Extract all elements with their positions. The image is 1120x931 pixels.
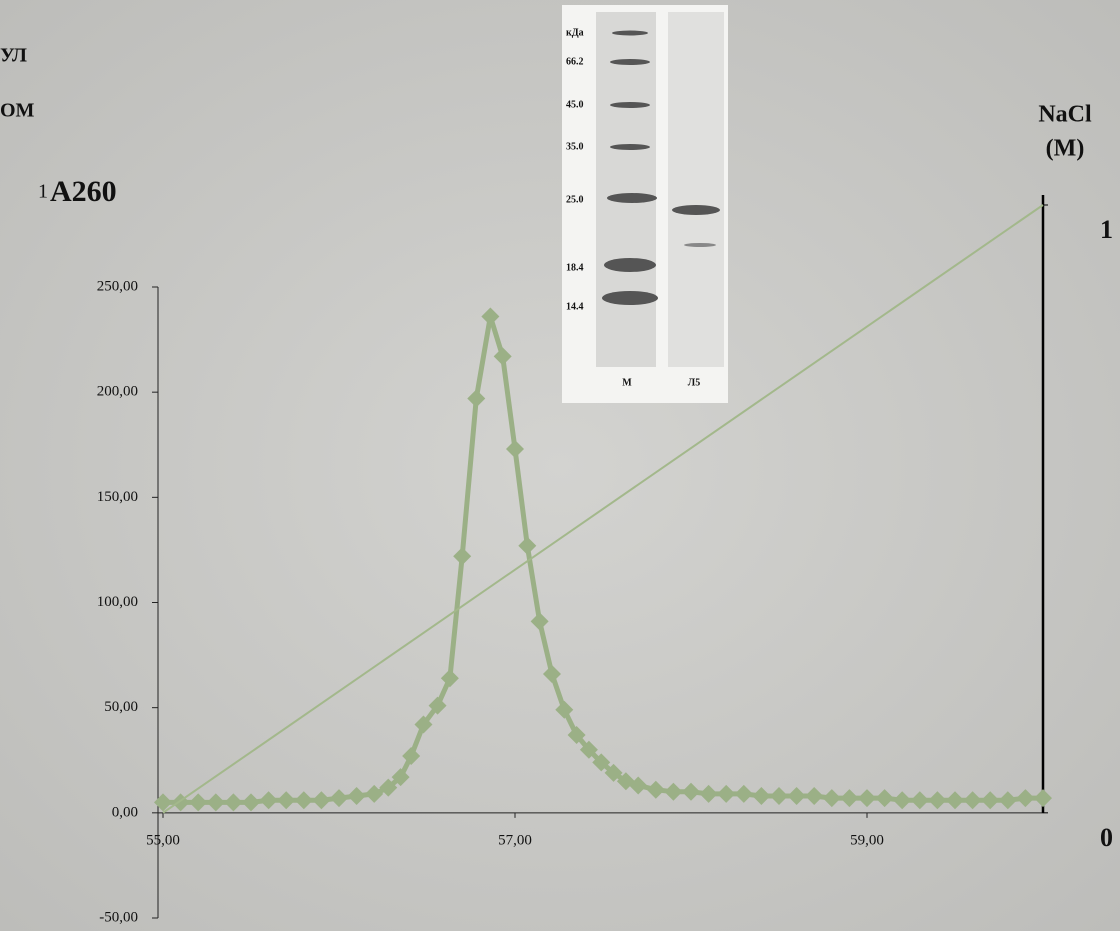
- y-axis-label: A260: [50, 175, 117, 208]
- gel-label: 18.4: [566, 262, 584, 273]
- gel-lane-label: М: [622, 377, 632, 388]
- annotation: 1: [38, 181, 48, 203]
- gel-lane: [596, 12, 656, 367]
- y2-tick-label: 0: [1100, 823, 1113, 852]
- gel-label: 35.0: [566, 141, 584, 152]
- x-tick-label: 59,00: [850, 832, 884, 848]
- annotation: УЛ: [0, 45, 27, 67]
- y2-axis-label: (M): [1046, 136, 1085, 162]
- gel-label: кДа: [566, 27, 584, 38]
- y2-axis-label: NaCl: [1038, 102, 1092, 128]
- y-tick-label: 200,00: [97, 384, 138, 400]
- x-tick-label: 55,00: [146, 832, 180, 848]
- gel-label: 45.0: [566, 99, 584, 110]
- gel-label: 66.2: [566, 56, 584, 67]
- gel-lane-label: Л5: [688, 377, 700, 388]
- y-tick-label: -50,00: [99, 909, 138, 925]
- y-tick-label: 50,00: [104, 699, 138, 715]
- chart: УЛ ОМ 1 A260 NaCl (M) кДа 66.2 45.0 35.0 25.…: [0, 0, 1120, 931]
- x-tick-label: 57,00: [498, 832, 532, 848]
- gel-lane: [668, 12, 724, 367]
- gel-image: [562, 5, 728, 403]
- gel-label: 14.4: [566, 301, 584, 312]
- y-tick-label: 150,00: [97, 489, 138, 505]
- y-tick-label: 100,00: [97, 594, 138, 610]
- y2-tick-label: 1: [1100, 215, 1113, 244]
- background: [0, 0, 1120, 931]
- y-tick-label: 0,00: [112, 804, 138, 820]
- y-tick-label: 250,00: [97, 278, 138, 294]
- gel-label: 25.0: [566, 194, 584, 205]
- annotation: ОМ: [0, 100, 35, 122]
